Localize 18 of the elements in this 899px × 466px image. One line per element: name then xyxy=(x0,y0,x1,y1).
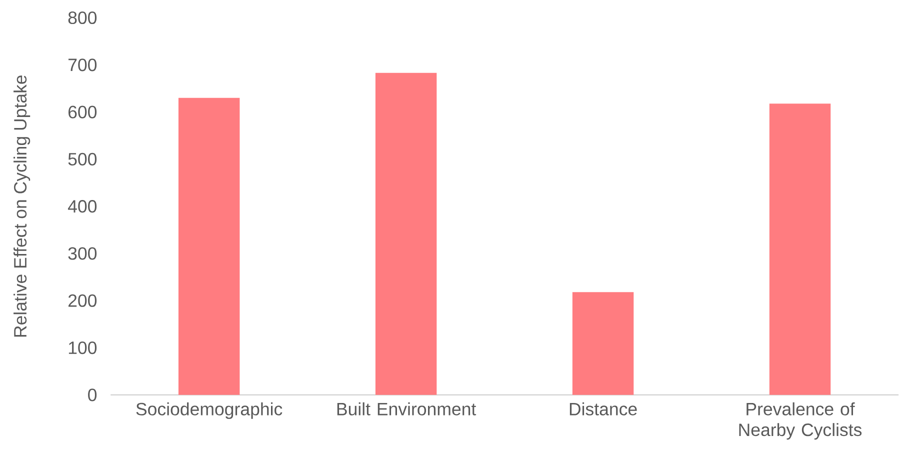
y-axis-title: Relative Effect on Cycling Uptake xyxy=(14,75,30,337)
x-tick-label: Built Environment xyxy=(337,402,476,416)
y-tick-label: 100 xyxy=(68,341,97,354)
y-tick-label: 0 xyxy=(88,388,97,402)
y-tick-label: 700 xyxy=(68,58,97,72)
y-tick-label: 500 xyxy=(68,152,97,166)
x-tick-label: Distance xyxy=(570,402,637,416)
bar xyxy=(375,72,437,395)
bar xyxy=(769,104,831,395)
y-tick-label: 300 xyxy=(68,247,97,260)
bar xyxy=(572,292,634,395)
x-tick-label: Prevalence of Nearby Cyclists xyxy=(739,402,862,440)
bar xyxy=(178,98,240,395)
x-tick-label: Sociodemographic xyxy=(136,402,282,419)
y-tick-label: 600 xyxy=(68,106,97,118)
y-tick-label: 200 xyxy=(68,294,97,307)
y-tick-label: 800 xyxy=(68,11,97,24)
y-tick-label: 400 xyxy=(68,200,97,213)
